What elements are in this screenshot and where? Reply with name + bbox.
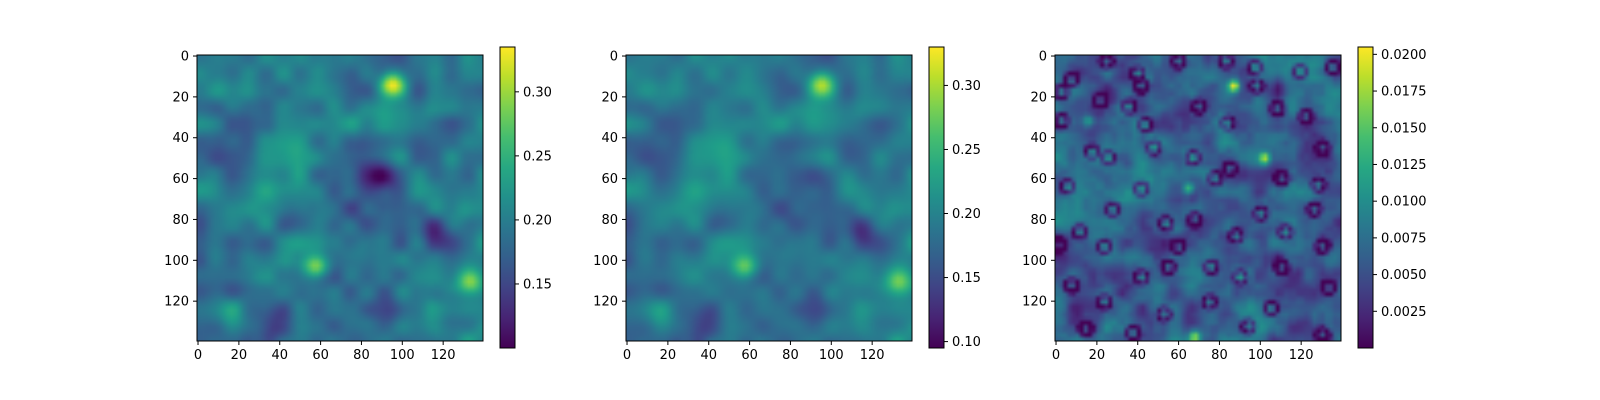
- x-tick-label: 60: [1170, 348, 1187, 363]
- y-tick-label: 120: [1022, 295, 1047, 310]
- colorbar-tick-label: 0.25: [952, 143, 981, 158]
- plot-frame: [1054, 54, 1342, 342]
- heatmap-image: [1055, 55, 1341, 341]
- x-tick-label: 20: [231, 348, 248, 363]
- y-tick-label: 120: [164, 295, 189, 310]
- x-tick-label: 120: [860, 348, 885, 363]
- y-tick-label: 80: [172, 213, 189, 228]
- colorbar-tick-label: 0.20: [523, 213, 552, 228]
- colorbar-tick-label: 0.15: [523, 277, 552, 292]
- y-tick-label: 100: [1022, 254, 1047, 269]
- colorbar-tick-label: 0.0100: [1381, 195, 1427, 210]
- colorbar-tick-label: 0.30: [523, 85, 552, 100]
- y-tick-label: 60: [601, 172, 618, 187]
- heatmap-panel-2: 0 20 40 60 80 100 120 0 20 40 60 80 100 120 0.10 0.15 0.…: [593, 46, 981, 363]
- y-tick-label: 100: [593, 254, 618, 269]
- colorbar-tick-label: 0.0175: [1381, 85, 1427, 100]
- heatmap-panel-1: 0 20 40 60 80 100 120 0 20 40 60 80 100 120 0.15 0.20 0.…: [164, 46, 552, 363]
- x-tick-label: 100: [819, 348, 844, 363]
- colorbar-tick-label: 0.25: [523, 149, 552, 164]
- heatmap-image: [626, 55, 912, 341]
- y-tick-label: 40: [1030, 131, 1047, 146]
- y-tick-label: 80: [601, 213, 618, 228]
- y-tick-label: 0: [1039, 50, 1047, 65]
- y-tick-label: 100: [164, 254, 189, 269]
- colorbar: [928, 46, 945, 349]
- y-tick-label: 40: [172, 131, 189, 146]
- x-tick-label: 80: [1211, 348, 1228, 363]
- colorbar-tick-label: 0.0150: [1381, 121, 1427, 136]
- heatmap-panel-3: 0 20 40 60 80 100 120 0 20 40 60 80 100 120 0.0025 0.00…: [1022, 46, 1427, 363]
- plot-frame: [625, 54, 913, 342]
- colorbar: [499, 46, 516, 349]
- x-tick-label: 20: [660, 348, 677, 363]
- colorbar-tick-label: 0.0200: [1381, 48, 1427, 63]
- x-tick-label: 40: [1129, 348, 1146, 363]
- y-tick-label: 0: [610, 50, 618, 65]
- x-tick-label: 80: [782, 348, 799, 363]
- x-tick-label: 0: [194, 348, 202, 363]
- y-tick-label: 120: [593, 295, 618, 310]
- colorbar: [1357, 46, 1374, 349]
- colorbar-tick-label: 0.15: [952, 271, 981, 286]
- x-tick-label: 60: [741, 348, 758, 363]
- y-tick-label: 60: [172, 172, 189, 187]
- x-tick-label: 60: [312, 348, 329, 363]
- heatmap-image: [197, 55, 483, 341]
- colorbar-tick-label: 0.30: [952, 79, 981, 94]
- y-tick-label: 0: [181, 50, 189, 65]
- colorbar-tick-label: 0.20: [952, 207, 981, 222]
- x-tick-label: 80: [353, 348, 370, 363]
- x-tick-label: 120: [1289, 348, 1314, 363]
- y-tick-label: 40: [601, 131, 618, 146]
- x-tick-label: 20: [1089, 348, 1106, 363]
- x-tick-label: 40: [271, 348, 288, 363]
- colorbar-tick-label: 0.0025: [1381, 305, 1427, 320]
- colorbar-tick-label: 0.10: [952, 335, 981, 350]
- x-tick-label: 0: [1052, 348, 1060, 363]
- x-tick-label: 120: [431, 348, 456, 363]
- plot-frame: [196, 54, 484, 342]
- x-tick-label: 100: [1248, 348, 1273, 363]
- y-tick-label: 20: [172, 90, 189, 105]
- colorbar-tick-label: 0.0050: [1381, 268, 1427, 283]
- y-tick-label: 20: [1030, 90, 1047, 105]
- x-tick-label: 100: [390, 348, 415, 363]
- x-tick-label: 40: [700, 348, 717, 363]
- y-tick-label: 20: [601, 90, 618, 105]
- y-tick-label: 80: [1030, 213, 1047, 228]
- y-tick-label: 60: [1030, 172, 1047, 187]
- colorbar-tick-label: 0.0075: [1381, 231, 1427, 246]
- x-tick-label: 0: [623, 348, 631, 363]
- colorbar-tick-label: 0.0125: [1381, 158, 1427, 173]
